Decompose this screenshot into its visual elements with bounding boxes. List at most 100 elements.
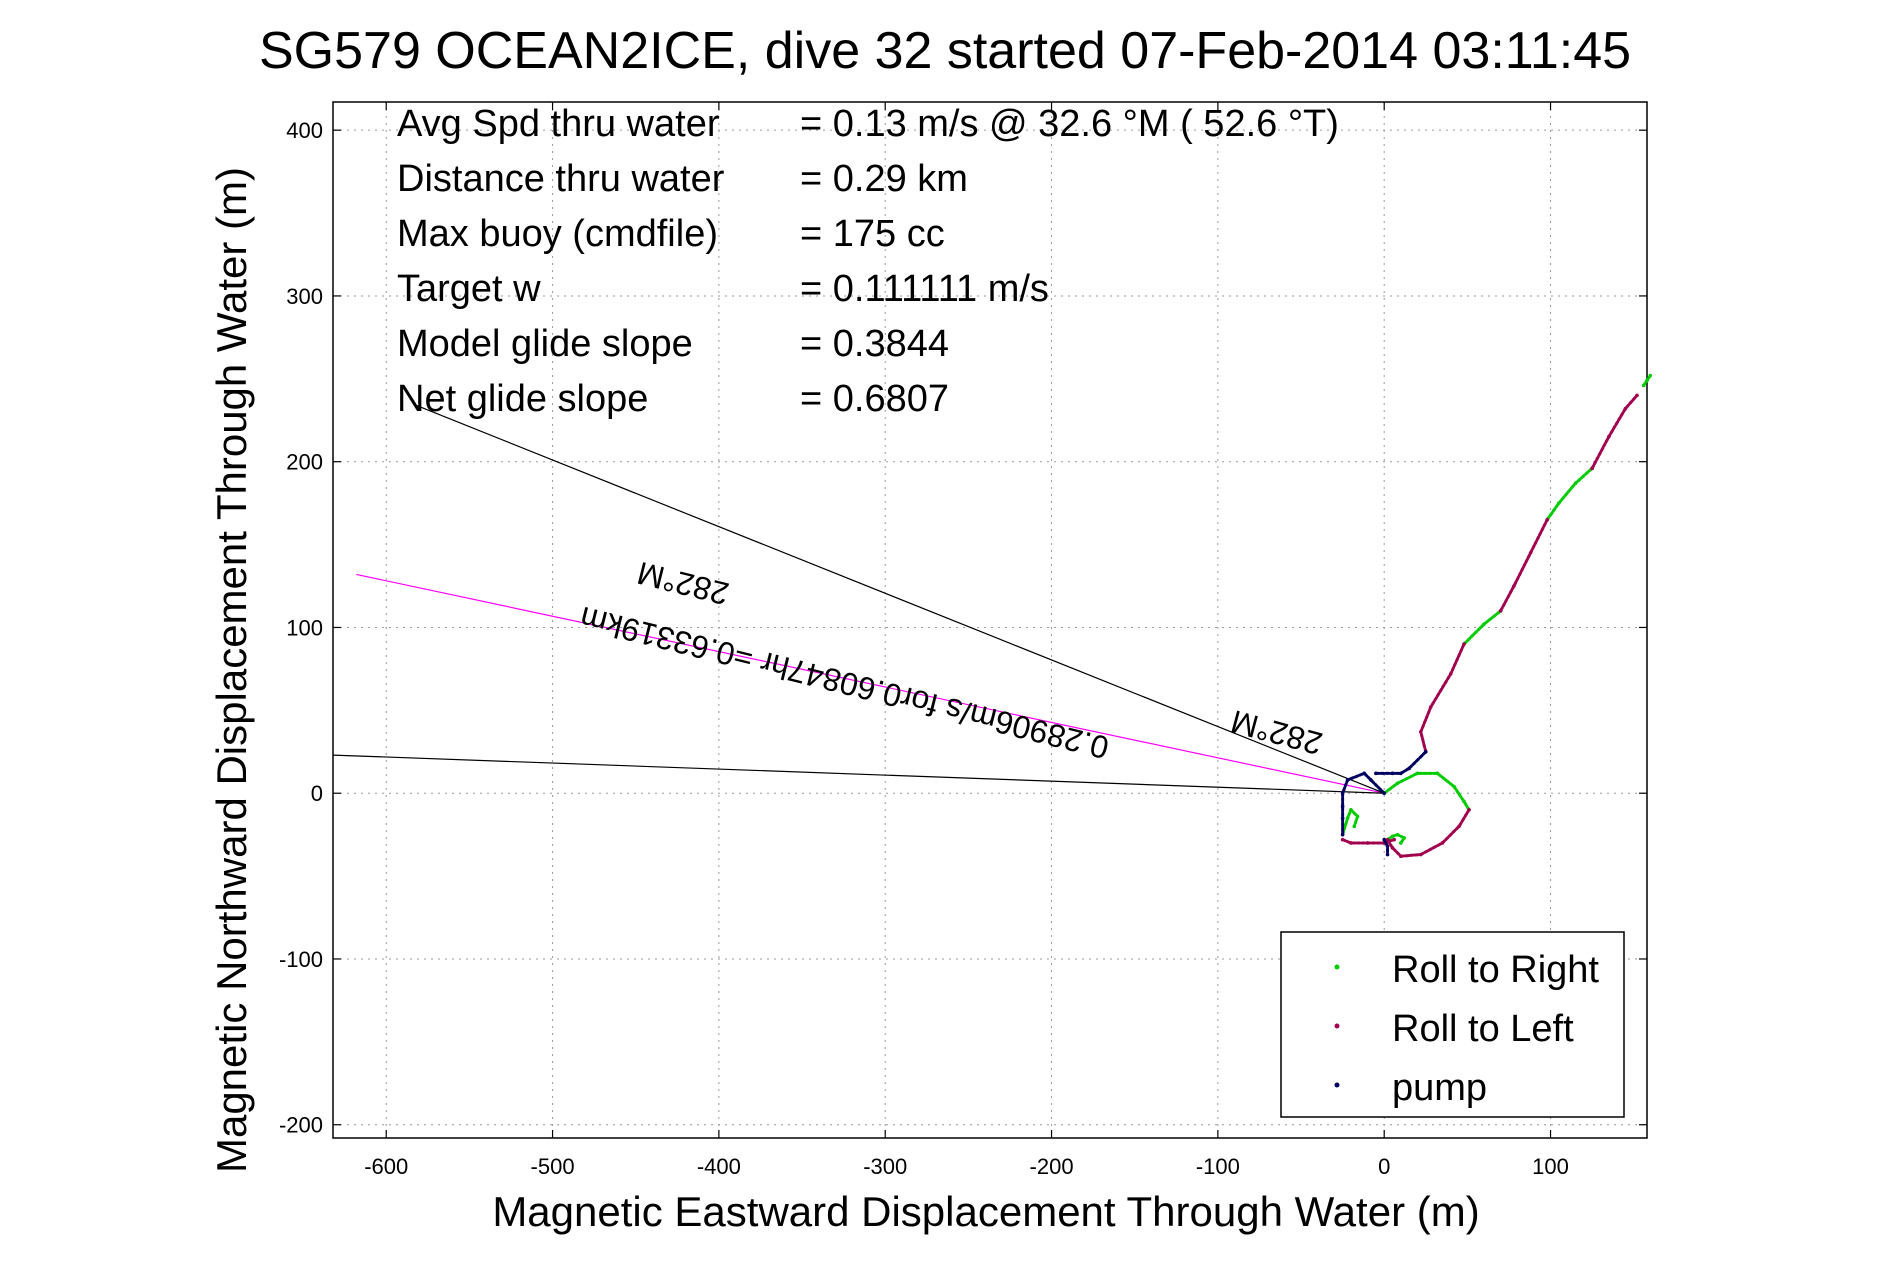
y-tick-label: 400 (286, 118, 323, 143)
data-point-roll-to-left (1365, 841, 1370, 845)
legend-marker-roll-to-right (1334, 964, 1340, 970)
data-point-roll-to-left (1623, 406, 1628, 411)
x-tick-label: -500 (531, 1154, 575, 1179)
data-point-roll-to-left (1498, 609, 1503, 613)
data-point-roll-to-right (1557, 501, 1561, 505)
stat-value: = 0.6807 (800, 378, 949, 420)
stat-label: Model glide slope (397, 323, 693, 365)
data-point-roll-to-left (1418, 730, 1423, 734)
data-point-roll-to-right (1573, 481, 1578, 486)
data-point-roll-to-left (1606, 435, 1611, 439)
data-point-pump (1423, 749, 1428, 754)
data-point-roll-to-right (1402, 836, 1406, 840)
data-point-pump (1362, 771, 1367, 776)
data-point-roll-to-left (1340, 837, 1345, 842)
reference-line (332, 754, 1385, 794)
data-point-roll-to-right (1345, 816, 1350, 820)
data-point-roll-to-left (1418, 852, 1423, 857)
data-point-roll-to-right (1349, 807, 1353, 812)
data-point-pump (1382, 837, 1386, 842)
dive-statistics: Avg Spd thru water = 0.13 m/s @ 32.6 °M (… (397, 103, 1339, 420)
data-point-roll-to-left (1392, 837, 1396, 842)
data-point-roll-to-right (1482, 622, 1486, 626)
data-point-pump (1345, 778, 1350, 782)
stat-value: = 175 cc (800, 213, 945, 255)
stat-label: Avg Spd thru water (397, 103, 720, 145)
stat-label: Max buoy (cmdfile) (397, 213, 718, 255)
legend: Roll to Right Roll to Left pump (1280, 931, 1625, 1118)
legend-label-pump: pump (1392, 1067, 1487, 1109)
data-point-pump (1407, 766, 1411, 771)
data-point-roll-to-right (1415, 771, 1420, 776)
plot-area-frame (332, 101, 1648, 1139)
data-point-roll-to-right (1395, 781, 1400, 786)
data-point-roll-to-left (1399, 854, 1403, 859)
reference-line (356, 573, 1385, 794)
reference-line (415, 404, 1385, 794)
axis-ticks: -600 -500 -400 -300 -200 -100 0 100 -200 -100 0 100… (279, 102, 1647, 1179)
data-point-roll-to-left (1545, 517, 1550, 522)
data-point-roll-to-right (1645, 378, 1649, 383)
stat-value: = 0.13 m/s @ 32.6 °M ( 52.6 °T) (800, 103, 1339, 145)
legend-label-roll-to-left: Roll to Left (1392, 1008, 1574, 1050)
legend-label-roll-to-right: Roll to Right (1392, 949, 1599, 991)
series-roll-to-left (1340, 393, 1639, 859)
x-tick-label: -100 (1196, 1154, 1240, 1179)
series-path-roll-to-left (1590, 393, 1639, 470)
data-point-pump (1369, 778, 1373, 782)
data-point-roll-to-left (1349, 841, 1353, 845)
chart-title: SG579 OCEAN2ICE, dive 32 started 07-Feb-… (259, 22, 1631, 80)
y-tick-label: 100 (286, 615, 323, 640)
data-point-pump (1340, 832, 1345, 837)
data-point-pump (1385, 844, 1390, 849)
data-point-roll-to-right (1462, 799, 1466, 804)
y-tick-label: 200 (286, 450, 323, 475)
stat-value: = 0.111111 m/s (800, 268, 1049, 310)
y-tick-label: -200 (279, 1113, 323, 1138)
stat-value: = 0.3844 (800, 323, 949, 365)
data-point-roll-to-left (1467, 807, 1471, 812)
stat-label: Net glide slope (397, 378, 648, 420)
data-point-roll-to-left (1635, 393, 1639, 398)
data-point-pump (1382, 791, 1386, 796)
data-point-roll-to-right (1641, 383, 1646, 388)
data-point-roll-to-left (1457, 824, 1461, 829)
stat-label: Distance thru water (397, 158, 725, 200)
x-tick-label: -300 (863, 1154, 907, 1179)
x-tick-label: 0 (1378, 1154, 1390, 1179)
data-point-roll-to-left (1440, 841, 1445, 845)
data-point-pump (1390, 771, 1395, 776)
x-tick-label: -600 (364, 1154, 408, 1179)
y-tick-label: -100 (279, 947, 323, 972)
data-point-roll-to-right (1355, 814, 1360, 819)
data-point-roll-to-right (1395, 832, 1400, 837)
series-path-roll-to-left (1499, 518, 1549, 613)
y-tick-label: 0 (311, 781, 323, 806)
trajectory-series (1340, 373, 1653, 859)
data-point-roll-to-right (1390, 834, 1395, 839)
data-point-pump (1340, 791, 1345, 796)
stat-value: = 0.29 km (800, 158, 968, 200)
data-point-roll-to-left (1448, 672, 1453, 676)
data-point-pump (1399, 771, 1403, 776)
data-point-pump (1385, 852, 1390, 857)
data-point-roll-to-left (1462, 642, 1466, 646)
data-point-pump (1374, 771, 1378, 776)
x-tick-label: -200 (1030, 1154, 1074, 1179)
data-point-roll-to-left (1390, 846, 1395, 850)
data-point-roll-to-left (1512, 584, 1516, 588)
data-point-roll-to-right (1648, 373, 1653, 378)
data-point-roll-to-left (1528, 551, 1533, 555)
x-tick-label: 100 (1532, 1154, 1569, 1179)
series-path-roll-to-right (1545, 466, 1594, 522)
data-point-pump (1340, 804, 1345, 809)
data-point-roll-to-right (1352, 824, 1357, 829)
grid (333, 102, 1647, 1138)
data-point-roll-to-right (1452, 784, 1456, 789)
data-point-roll-to-left (1590, 466, 1594, 471)
data-point-roll-to-right (1399, 841, 1403, 845)
series-pump (1340, 749, 1428, 857)
data-point-roll-to-left (1428, 705, 1433, 709)
data-point-pump (1340, 816, 1345, 820)
